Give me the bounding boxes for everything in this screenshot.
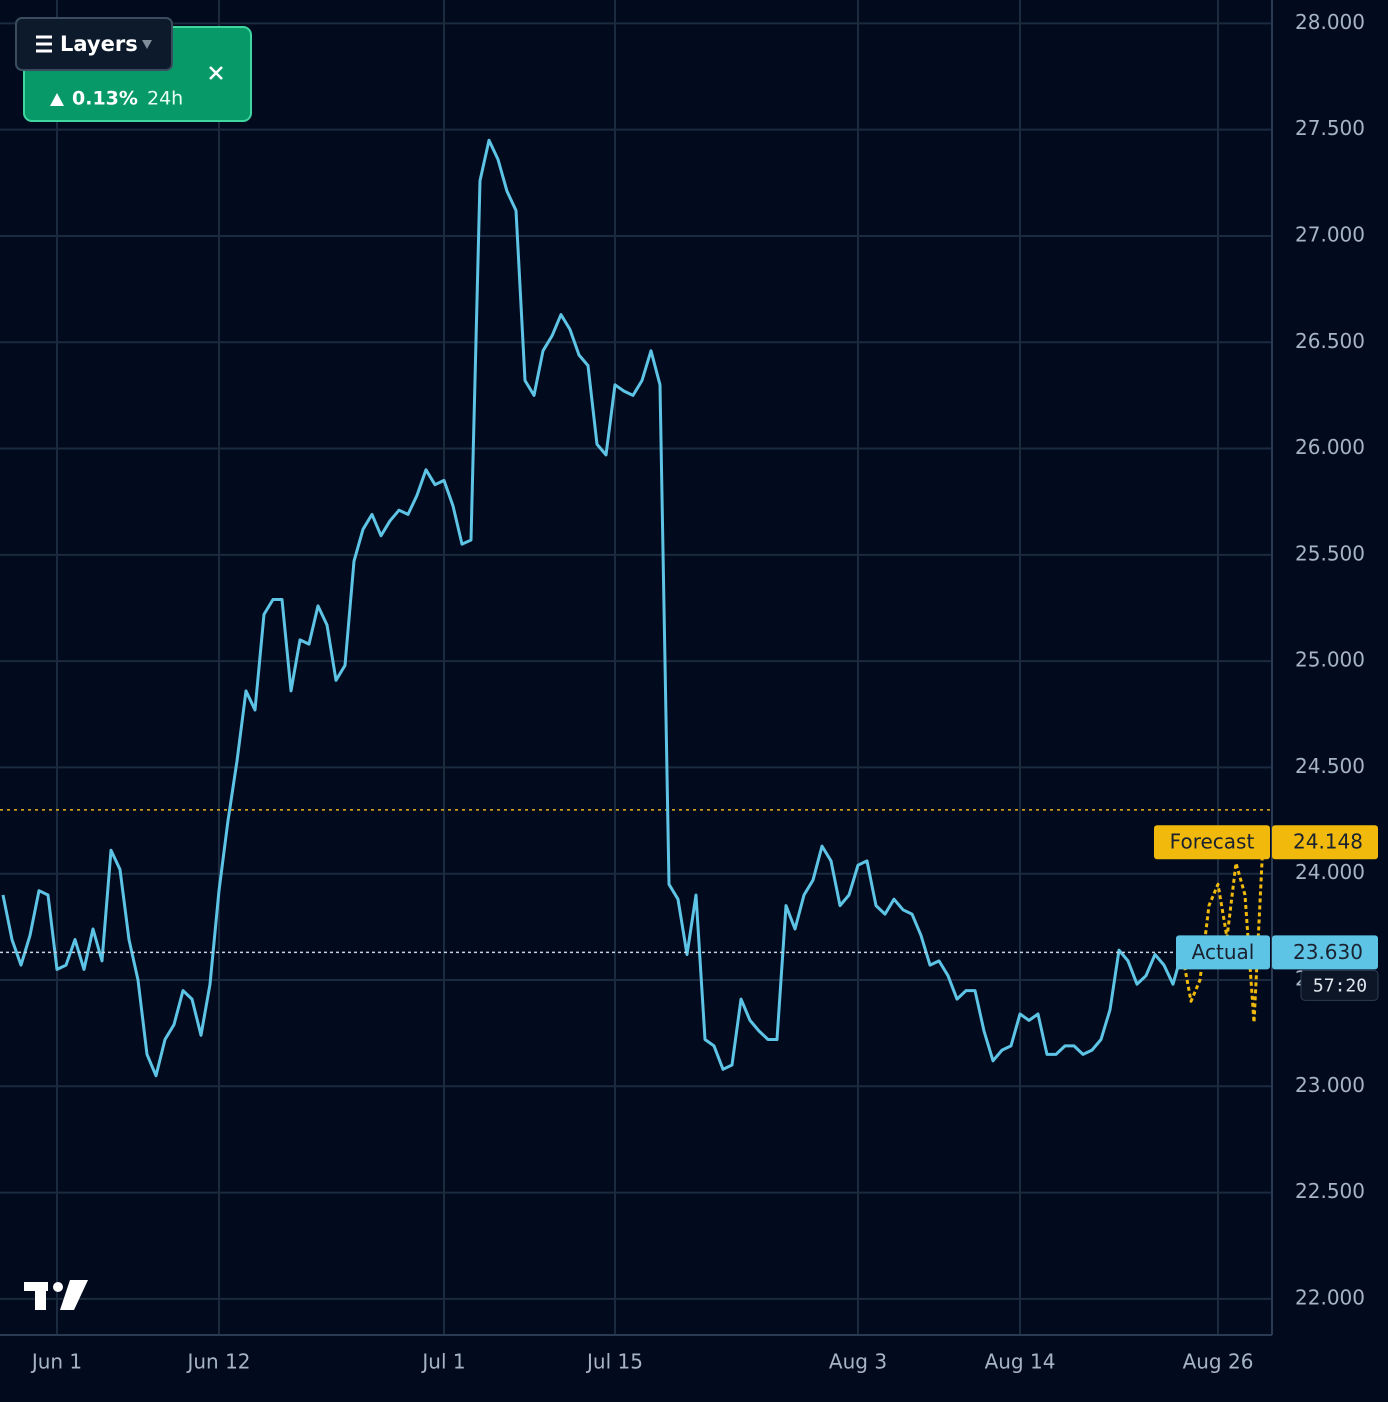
x-tick-label: Aug 26 [1183, 1350, 1254, 1374]
price-label: 23.630 [1293, 940, 1363, 964]
series-name: Actual [1192, 940, 1255, 964]
x-tick-label: Jul 15 [585, 1350, 643, 1374]
price-label: 24.148 [1293, 830, 1363, 854]
y-tick-label: 24.000 [1295, 860, 1365, 884]
ticker-change: 0.13% [72, 88, 138, 110]
close-icon[interactable] [209, 66, 223, 80]
series-line [1180, 842, 1265, 1024]
series-line [1, 138, 1184, 1078]
price-badge [1272, 825, 1378, 860]
plot [0, 138, 1272, 1078]
countdown-box [1300, 969, 1379, 1001]
series-name-badge [1154, 825, 1270, 860]
tv-logo [24, 1280, 88, 1310]
y-tick-label: 25.500 [1295, 541, 1365, 565]
layers-label: Layers [60, 32, 138, 56]
y-tick-label: 25.000 [1295, 648, 1365, 672]
y-tick-label: 26.000 [1295, 435, 1365, 459]
price-badge [1272, 935, 1378, 970]
x-tick-label: Jun 12 [185, 1350, 250, 1374]
layers-button[interactable]: Layers [15, 17, 173, 71]
countdown: 57:20 [1313, 975, 1367, 996]
series-name-badge [1176, 935, 1270, 970]
y-tick-label: 23.000 [1295, 1073, 1365, 1097]
y-tick-label: 27.000 [1295, 222, 1365, 246]
ticker-period: 24h [147, 88, 183, 110]
x-tick-label: Jul 1 [420, 1350, 465, 1374]
y-tick-label: 22.000 [1295, 1285, 1365, 1309]
y-tick-label: 22.500 [1295, 1179, 1365, 1203]
x-tick-label: Aug 14 [985, 1350, 1056, 1374]
y-tick-label: 24.500 [1295, 754, 1365, 778]
grid [0, 0, 1272, 1335]
x-tick-label: Aug 3 [829, 1350, 887, 1374]
x-tick-label: Jun 1 [30, 1350, 82, 1374]
y-tick-label: 26.500 [1295, 329, 1365, 353]
series-name: Forecast [1170, 830, 1255, 854]
y-tick-label: 27.500 [1295, 116, 1365, 140]
y-tick-label: 28.000 [1295, 10, 1365, 34]
price-badges: Actual 23.630 57:20 Forecast 24.148 [1154, 825, 1379, 1001]
